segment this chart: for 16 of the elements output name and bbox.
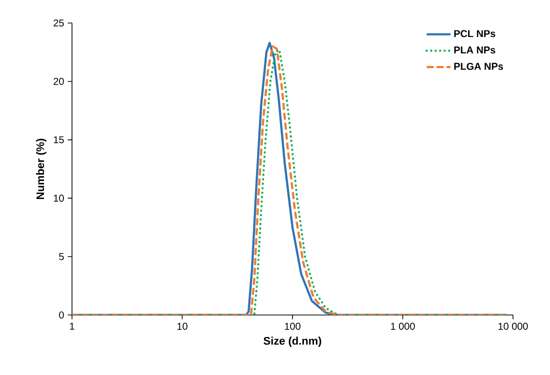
x-tick-label: 10 [177,322,188,330]
y-axis-title: Number (%) [36,138,46,200]
y-tick-label: 25 [54,19,64,27]
legend-label: PCL NPs [454,30,496,38]
y-tick-label: 15 [54,136,64,144]
x-tick-label: 1 000 [391,322,415,330]
x-tick-label: 10 000 [498,322,528,330]
y-tick-label: 10 [54,194,64,202]
x-axis-title: Size (d.nm) [264,336,322,347]
y-tick-label: 0 [59,311,64,319]
x-tick-label: 1 [70,322,74,330]
x-tick-label: 100 [284,322,300,330]
y-tick-label: 20 [54,78,64,85]
legend-label: PLA NPs [454,46,496,54]
legend-label: PLGA NPs [454,62,504,70]
y-tick-label: 5 [59,253,64,260]
